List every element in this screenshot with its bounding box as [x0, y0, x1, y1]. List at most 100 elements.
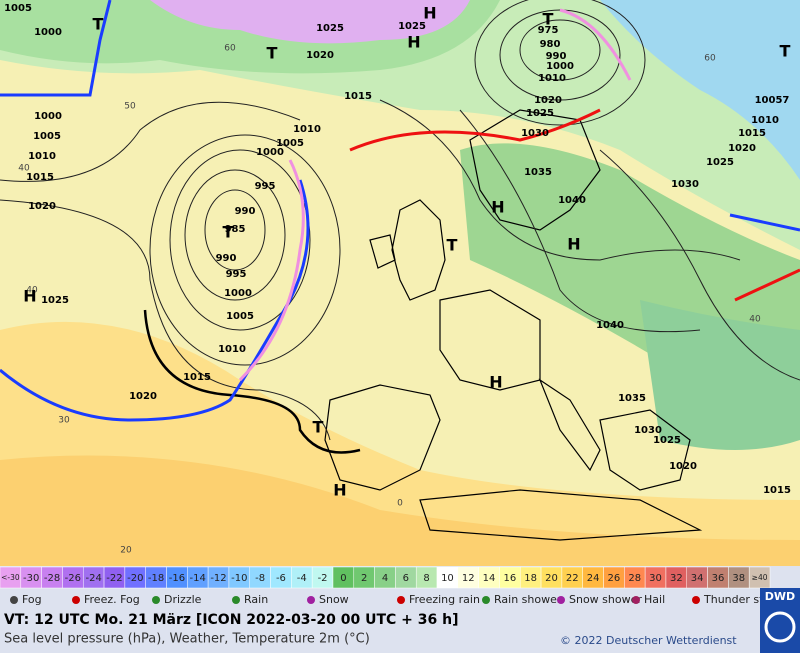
scale-label: -10 [231, 573, 247, 584]
isobar-label: 1025 [653, 435, 681, 446]
isobar-label: 1040 [558, 195, 586, 206]
pressure-center: H [489, 373, 502, 392]
scale-label: 26 [608, 573, 621, 584]
scale-label: -20 [127, 573, 143, 584]
pressure-center: H [333, 481, 346, 500]
isobar-label: 1025 [706, 157, 734, 168]
legend-label: Snow shower [569, 593, 642, 606]
scale-label: 18 [524, 573, 537, 584]
legend-icon [397, 596, 405, 604]
valid-time: VT: 12 UTC Mo. 21 März [ICON 2022-03-20 … [4, 612, 458, 628]
isobar-label: 1000 [256, 147, 284, 158]
isotherm-label: 40 [749, 315, 761, 325]
copyright: © 2022 Deutscher Wetterdienst [560, 634, 737, 647]
isobar-label: 1025 [316, 23, 344, 34]
isobar-label: 10057 [755, 95, 790, 106]
pressure-center: T [313, 418, 324, 437]
legend-label: Fog [22, 593, 42, 606]
warm-front [734, 268, 800, 302]
pressure-center: T [267, 44, 278, 63]
isobar-label: 1010 [751, 115, 779, 126]
isotherm-label: 40 [26, 286, 38, 296]
isobar-label: 1000 [34, 27, 62, 38]
scale-label: 0 [340, 573, 346, 584]
legend-icon [232, 596, 240, 604]
occlusion [238, 159, 305, 382]
isobar-label: 1020 [306, 50, 334, 61]
isobar-label: 1000 [224, 288, 252, 299]
scale-label: 38 [732, 573, 745, 584]
isotherm-label: 50 [124, 102, 136, 112]
logo-icon [764, 611, 796, 643]
isobar-label: 1020 [28, 201, 56, 212]
isobar-label: 995 [255, 181, 276, 192]
scale-label: -24 [85, 573, 101, 584]
legend-label: Rain [244, 593, 268, 606]
isotherm-label: 20 [120, 546, 132, 556]
temperature-area [640, 300, 800, 450]
scale-label: -22 [106, 573, 122, 584]
scale-label: 22 [566, 573, 579, 584]
isobar-label: 1010 [538, 73, 566, 84]
isobar-label: 985 [225, 224, 246, 235]
cold-front [0, 179, 310, 422]
isobar-label: 1015 [26, 172, 54, 183]
isobar-label: 1000 [546, 61, 574, 72]
isobar-label: 1010 [28, 151, 56, 162]
temperature-area [600, 0, 800, 180]
isobar-label: 1015 [763, 485, 791, 496]
scale-label: 16 [503, 573, 516, 584]
legend-label: Freezing rain [409, 593, 480, 606]
scale-label: -12 [210, 573, 226, 584]
pressure-center: H [407, 33, 420, 52]
isobar-label: 1030 [521, 128, 549, 139]
temperature-scale: <-30 -30 -28 -26 -24 -22 -20 -18 -16 -14 -12 -10 -8-… [0, 566, 771, 589]
scale-cell [748, 566, 771, 589]
isobar-label: 1020 [728, 143, 756, 154]
isobar-label: 1040 [596, 320, 624, 331]
legend-icon [307, 596, 315, 604]
isobar-label: 990 [546, 51, 567, 62]
isobar-label: 1020 [129, 391, 157, 402]
scale-label: 36 [712, 573, 725, 584]
pressure-center: T [543, 10, 554, 29]
isobar-label: 1015 [738, 128, 766, 139]
scale-label: 32 [670, 573, 683, 584]
isobar-label: 1035 [618, 393, 646, 404]
pressure-center: H [567, 235, 580, 254]
isobar-label: 975 [538, 25, 559, 36]
scale-label: 14 [483, 573, 496, 584]
isobar-label: 1015 [344, 91, 372, 102]
scale-label: -6 [276, 573, 286, 584]
temperature-area [0, 455, 800, 566]
legend-label: Snow [319, 593, 349, 606]
scale-label: 12 [462, 573, 475, 584]
scale-label: 28 [628, 573, 641, 584]
scale-label: -8 [255, 573, 265, 584]
isobar-label: 1010 [218, 344, 246, 355]
pressure-center: T [447, 236, 458, 255]
legend-label: Drizzle [164, 593, 202, 606]
isobar-label: 1020 [669, 461, 697, 472]
scale-label: -4 [297, 573, 307, 584]
scale-label: 8 [423, 573, 429, 584]
isobar-label: 1005 [226, 311, 254, 322]
pressure-center: T [780, 42, 791, 61]
isobar-label: 995 [226, 269, 247, 280]
weather-legend: Fog Freez. Fog Drizzle Rain Snow Freezing rai… [10, 593, 785, 606]
scale-label: -26 [65, 573, 81, 584]
scale-label: 6 [403, 573, 409, 584]
isobar-label: 1035 [524, 167, 552, 178]
scale-label: 10 [441, 573, 454, 584]
scale-label: <-30 [1, 573, 20, 582]
isobar-label: 1005 [276, 138, 304, 149]
scale-label: 2 [361, 573, 367, 584]
scale-label: 34 [691, 573, 704, 584]
coastlines [324, 109, 703, 541]
pressure-center: T [93, 15, 104, 34]
legend-label: Rain shower [494, 593, 562, 606]
isobars [0, 0, 800, 441]
legend-icon [557, 596, 565, 604]
